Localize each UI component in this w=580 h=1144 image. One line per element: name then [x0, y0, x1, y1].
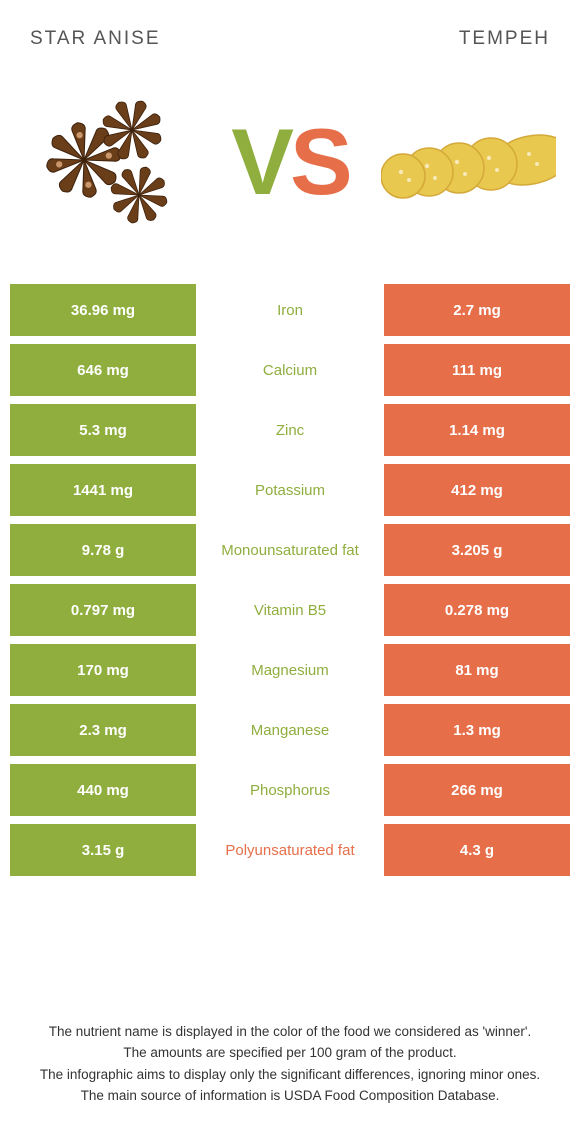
footer-line: The infographic aims to display only the…	[34, 1065, 546, 1085]
nutrient-row: 0.797 mgVitamin B50.278 mg	[10, 584, 570, 644]
nutrient-name: Iron	[196, 284, 384, 336]
nutrient-name: Vitamin B5	[196, 584, 384, 636]
left-value: 646 mg	[10, 344, 196, 396]
left-value: 0.797 mg	[10, 584, 196, 636]
vs-s: S	[290, 108, 349, 216]
left-value: 1441 mg	[10, 464, 196, 516]
left-food-image	[24, 75, 199, 250]
right-value: 4.3 g	[384, 824, 570, 876]
nutrient-name: Potassium	[196, 464, 384, 516]
nutrient-row: 440 mgPhosphorus266 mg	[10, 764, 570, 824]
right-value: 1.3 mg	[384, 704, 570, 756]
right-value: 81 mg	[384, 644, 570, 696]
tempeh-icon	[381, 102, 556, 222]
nutrient-table: 36.96 mgIron2.7 mg646 mgCalcium111 mg5.3…	[10, 284, 570, 884]
right-value: 266 mg	[384, 764, 570, 816]
left-value: 2.3 mg	[10, 704, 196, 756]
right-value: 412 mg	[384, 464, 570, 516]
star-anise-icon	[24, 75, 199, 250]
footer-line: The nutrient name is displayed in the co…	[34, 1022, 546, 1042]
title-row: STAR ANISE TEMPEH	[0, 0, 580, 64]
nutrient-name: Calcium	[196, 344, 384, 396]
nutrient-row: 170 mgMagnesium81 mg	[10, 644, 570, 704]
nutrient-row: 3.15 gPolyunsaturated fat4.3 g	[10, 824, 570, 884]
footer-line: The amounts are specified per 100 gram o…	[34, 1043, 546, 1063]
nutrient-row: 646 mgCalcium111 mg	[10, 344, 570, 404]
nutrient-row: 36.96 mgIron2.7 mg	[10, 284, 570, 344]
left-value: 440 mg	[10, 764, 196, 816]
hero-row: VS	[0, 64, 580, 284]
right-value: 111 mg	[384, 344, 570, 396]
right-value: 0.278 mg	[384, 584, 570, 636]
vs-label: VS	[231, 108, 348, 216]
nutrient-name: Monounsaturated fat	[196, 524, 384, 576]
nutrient-name: Manganese	[196, 704, 384, 756]
left-value: 5.3 mg	[10, 404, 196, 456]
nutrient-name: Magnesium	[196, 644, 384, 696]
left-value: 3.15 g	[10, 824, 196, 876]
left-value: 36.96 mg	[10, 284, 196, 336]
nutrient-row: 9.78 gMonounsaturated fat3.205 g	[10, 524, 570, 584]
nutrient-name: Polyunsaturated fat	[196, 824, 384, 876]
left-value: 170 mg	[10, 644, 196, 696]
nutrient-row: 1441 mgPotassium412 mg	[10, 464, 570, 524]
right-food-image	[381, 75, 556, 250]
nutrient-row: 2.3 mgManganese1.3 mg	[10, 704, 570, 764]
vs-v: V	[231, 108, 290, 216]
right-value: 1.14 mg	[384, 404, 570, 456]
nutrient-name: Phosphorus	[196, 764, 384, 816]
footer-line: The main source of information is USDA F…	[34, 1086, 546, 1106]
left-food-title: STAR ANISE	[30, 28, 161, 50]
left-value: 9.78 g	[10, 524, 196, 576]
footer-notes: The nutrient name is displayed in the co…	[0, 1022, 580, 1108]
right-value: 2.7 mg	[384, 284, 570, 336]
nutrient-name: Zinc	[196, 404, 384, 456]
right-value: 3.205 g	[384, 524, 570, 576]
nutrient-row: 5.3 mgZinc1.14 mg	[10, 404, 570, 464]
right-food-title: TEMPEH	[459, 28, 550, 50]
